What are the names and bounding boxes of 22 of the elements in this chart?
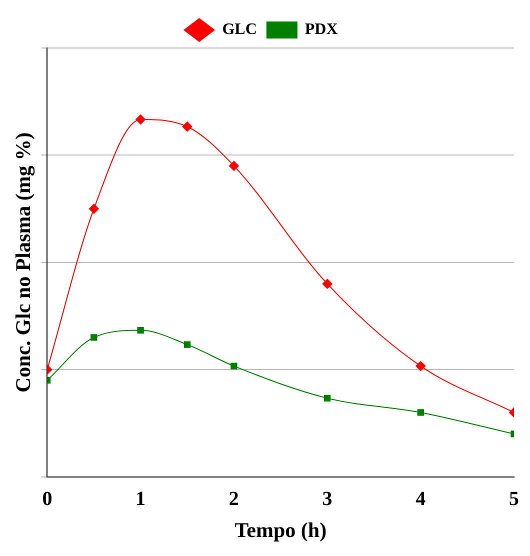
x-tick-label: 3 [322,488,332,510]
point [322,278,332,289]
x-tick-label: 5 [509,488,519,510]
x-tick-label: 1 [136,488,146,510]
point [416,361,426,372]
legend-label: PDX [304,21,338,38]
x-axis-title: Tempo (h) [234,518,327,542]
point [184,341,191,348]
point [230,362,238,370]
point [90,334,98,341]
x-tick-label: 0 [42,488,52,510]
point [182,122,192,132]
x-tick-label: 2 [228,488,239,510]
point [136,114,146,124]
x-tick-label: 4 [416,488,426,510]
y-axis-title: Conc. Glc no Plasma (mg %) [11,132,36,392]
point [137,326,144,334]
point [324,394,331,402]
point [228,160,239,171]
point [88,204,99,214]
point [417,409,424,416]
legend-label: GLC [222,21,257,38]
